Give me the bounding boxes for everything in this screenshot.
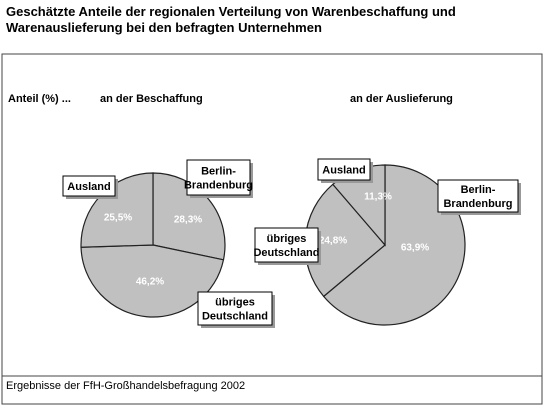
label-box [186, 159, 251, 196]
data-label: 28,3% [174, 215, 202, 226]
label-box [254, 227, 319, 263]
frame [1, 53, 543, 405]
data-label: 46,2% [136, 277, 164, 288]
pie-slice [80, 244, 225, 318]
pie-slice [152, 172, 226, 261]
data-label: 63,9% [401, 243, 429, 254]
label-box [437, 179, 519, 213]
category-label: übriges Deutschland [202, 297, 268, 323]
data-label: 11,3% [364, 192, 392, 203]
data-label: 24,8% [319, 236, 347, 247]
pie-slice [322, 164, 466, 326]
label-box [62, 175, 116, 197]
axis-label: Anteil (%) ... [8, 93, 71, 105]
category-label: Berlin-Brandenburg [184, 166, 253, 192]
label-box [317, 158, 371, 181]
footer: Ergebnisse der FfH-Großhandelsbefragung … [6, 380, 245, 392]
category-label: übriges Deutschland [253, 233, 319, 259]
category-label: Ausland [67, 181, 110, 193]
category-label: Ausland [322, 165, 365, 177]
category-label: Berlin-Brandenburg [443, 184, 512, 210]
page-title: Geschätzte Anteile der regionalen Vertei… [6, 4, 456, 35]
data-label: 25,5% [104, 213, 132, 224]
pie-title: an der Auslieferung [350, 93, 453, 105]
pie-title: an der Beschaffung [100, 93, 203, 105]
label-box [197, 291, 273, 326]
